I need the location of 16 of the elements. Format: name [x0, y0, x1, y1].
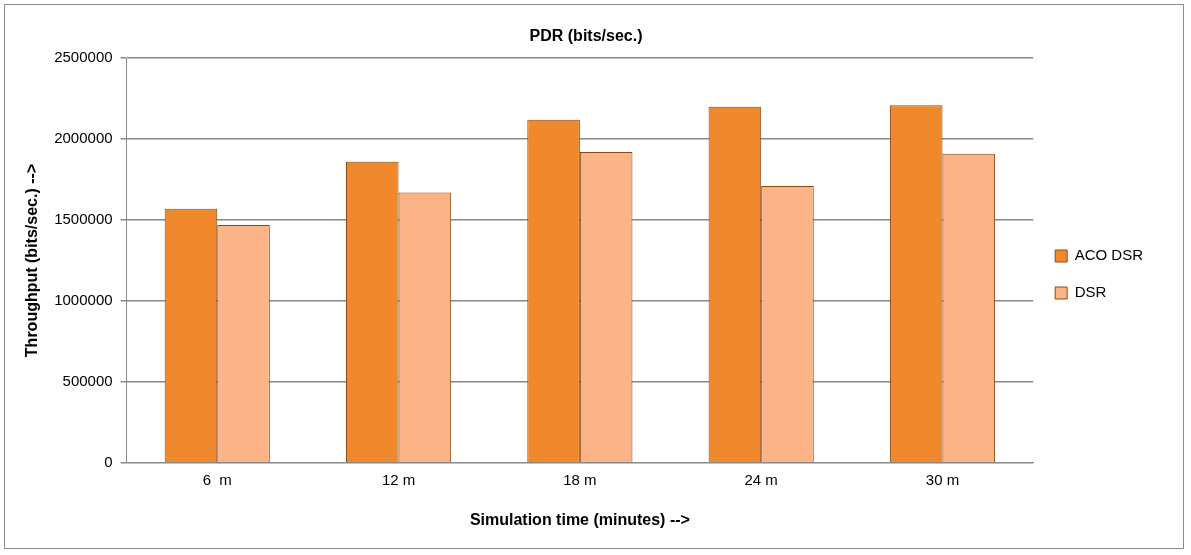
legend-label: ACO DSR	[1074, 246, 1144, 264]
x-tick-label: 30 m	[925, 470, 960, 488]
x-axis-title: Simulation time (minutes) -->	[469, 510, 690, 528]
y-tick-label: 2500000	[54, 48, 113, 66]
x-tick-label: 18 m	[563, 470, 597, 488]
y-tick-label: 1500000	[54, 210, 113, 228]
legend-label: DSR	[1074, 283, 1107, 301]
y-tick-label: 500000	[62, 372, 113, 390]
y-tick-label: 0	[104, 452, 113, 470]
x-tick-label: 6 m	[202, 470, 232, 488]
x-tick-label: 24 m	[744, 470, 778, 488]
y-axis-title: Throughput (bits/sec.) -->	[23, 163, 41, 358]
chart-title: PDR (bits/sec.)	[529, 27, 643, 45]
x-tick-label: 12 m	[381, 470, 416, 488]
y-tick-label: 2000000	[54, 129, 113, 147]
y-tick-label: 1000000	[54, 291, 113, 309]
